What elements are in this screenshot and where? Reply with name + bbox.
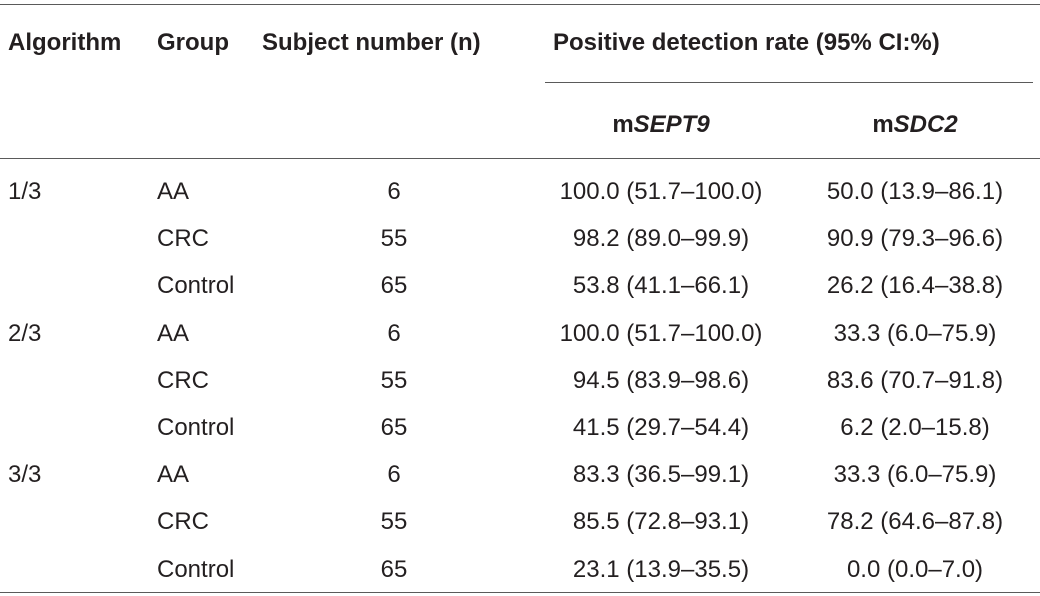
table-row: Control 65 53.8 (41.1–66.1) 26.2 (16.4–3…: [0, 265, 1040, 312]
cell-group: AA: [157, 178, 190, 205]
header-msept9: mSEPT9: [541, 111, 781, 139]
header-bottom-rule: [0, 158, 1040, 159]
cell-subject-number: 65: [380, 272, 408, 300]
cell-msdc2-rate: 78.2 (64.6–87.8): [826, 508, 1004, 536]
cell-msdc2-rate: 26.2 (16.4–38.8): [826, 272, 1004, 300]
cell-msept9-rate: 100.0 (51.7–100.0): [559, 319, 763, 347]
cell-msdc2-rate: 33.3 (6.0–75.9): [833, 319, 997, 347]
header-msdc2: mSDC2: [795, 111, 1035, 139]
cell-group: Control: [157, 555, 235, 583]
cell-subject-number: 6: [387, 461, 401, 489]
cell-msept9-rate: 83.3 (36.5–99.1): [572, 461, 750, 489]
header-group: Group: [157, 29, 229, 56]
cell-subject-number: 65: [380, 413, 408, 441]
cell-subject-number: 6: [387, 178, 401, 205]
table-row: CRC 55 85.5 (72.8–93.1) 78.2 (64.6–87.8): [0, 501, 1040, 548]
cell-algorithm: 1/3: [8, 178, 42, 205]
table-bottom-rule: [0, 592, 1040, 593]
cell-group: Control: [157, 272, 235, 300]
cell-msdc2-rate: 83.6 (70.7–91.8): [826, 366, 1004, 394]
table-row: CRC 55 94.5 (83.9–98.6) 83.6 (70.7–91.8): [0, 360, 1040, 407]
header-msept9-prefix: m: [612, 111, 634, 138]
cell-group: AA: [157, 461, 190, 489]
cell-group: CRC: [157, 366, 209, 394]
cell-msdc2-rate: 6.2 (2.0–15.8): [840, 413, 990, 441]
table-row: 1/3 AA 6 100.0 (51.7–100.0) 50.0 (13.9–8…: [0, 171, 1040, 218]
cell-algorithm: 3/3: [8, 461, 42, 489]
cell-group: CRC: [157, 225, 209, 253]
cell-group: Control: [157, 413, 235, 441]
cell-msdc2-rate: 50.0 (13.9–86.1): [826, 178, 1004, 205]
cell-msdc2-rate: 33.3 (6.0–75.9): [833, 461, 997, 489]
cell-msept9-rate: 53.8 (41.1–66.1): [572, 272, 750, 300]
header-spanner-rule: [545, 82, 1033, 83]
table-row: Control 65 23.1 (13.9–35.5) 0.0 (0.0–7.0…: [0, 549, 1040, 596]
cell-msept9-rate: 85.5 (72.8–93.1): [572, 508, 750, 536]
table-row: 3/3 AA 6 83.3 (36.5–99.1) 33.3 (6.0–75.9…: [0, 454, 1040, 501]
cell-subject-number: 55: [380, 508, 408, 536]
cell-group: AA: [157, 319, 190, 347]
table-row: CRC 55 98.2 (89.0–99.9) 90.9 (79.3–96.6): [0, 218, 1040, 265]
cell-subject-number: 6: [387, 319, 401, 347]
header-subject-number: Subject number (n): [262, 29, 481, 56]
header-positive-detection-rate: Positive detection rate (95% CI:%): [553, 29, 940, 56]
table-row: 2/3 AA 6 100.0 (51.7–100.0) 33.3 (6.0–75…: [0, 313, 1040, 360]
cell-msept9-rate: 23.1 (13.9–35.5): [572, 555, 750, 583]
cell-subject-number: 65: [380, 555, 408, 583]
cell-msept9-rate: 94.5 (83.9–98.6): [572, 366, 750, 394]
cell-subject-number: 55: [380, 225, 408, 253]
table-body: 1/3 AA 6 100.0 (51.7–100.0) 50.0 (13.9–8…: [0, 171, 1040, 596]
cell-algorithm: 2/3: [8, 319, 42, 347]
header-msept9-gene: SEPT9: [633, 111, 710, 138]
cell-msdc2-rate: 0.0 (0.0–7.0): [846, 555, 984, 583]
header-algorithm: Algorithm: [8, 29, 122, 56]
header-msdc2-prefix: m: [872, 111, 894, 138]
table-top-rule: [0, 4, 1040, 5]
cell-subject-number: 55: [380, 366, 408, 394]
cell-group: CRC: [157, 508, 209, 536]
cell-msept9-rate: 41.5 (29.7–54.4): [572, 413, 750, 441]
header-msdc2-gene: SDC2: [893, 111, 958, 138]
table-row: Control 65 41.5 (29.7–54.4) 6.2 (2.0–15.…: [0, 407, 1040, 454]
cell-msept9-rate: 98.2 (89.0–99.9): [572, 225, 750, 253]
cell-msdc2-rate: 90.9 (79.3–96.6): [826, 225, 1004, 253]
cell-msept9-rate: 100.0 (51.7–100.0): [559, 178, 763, 205]
